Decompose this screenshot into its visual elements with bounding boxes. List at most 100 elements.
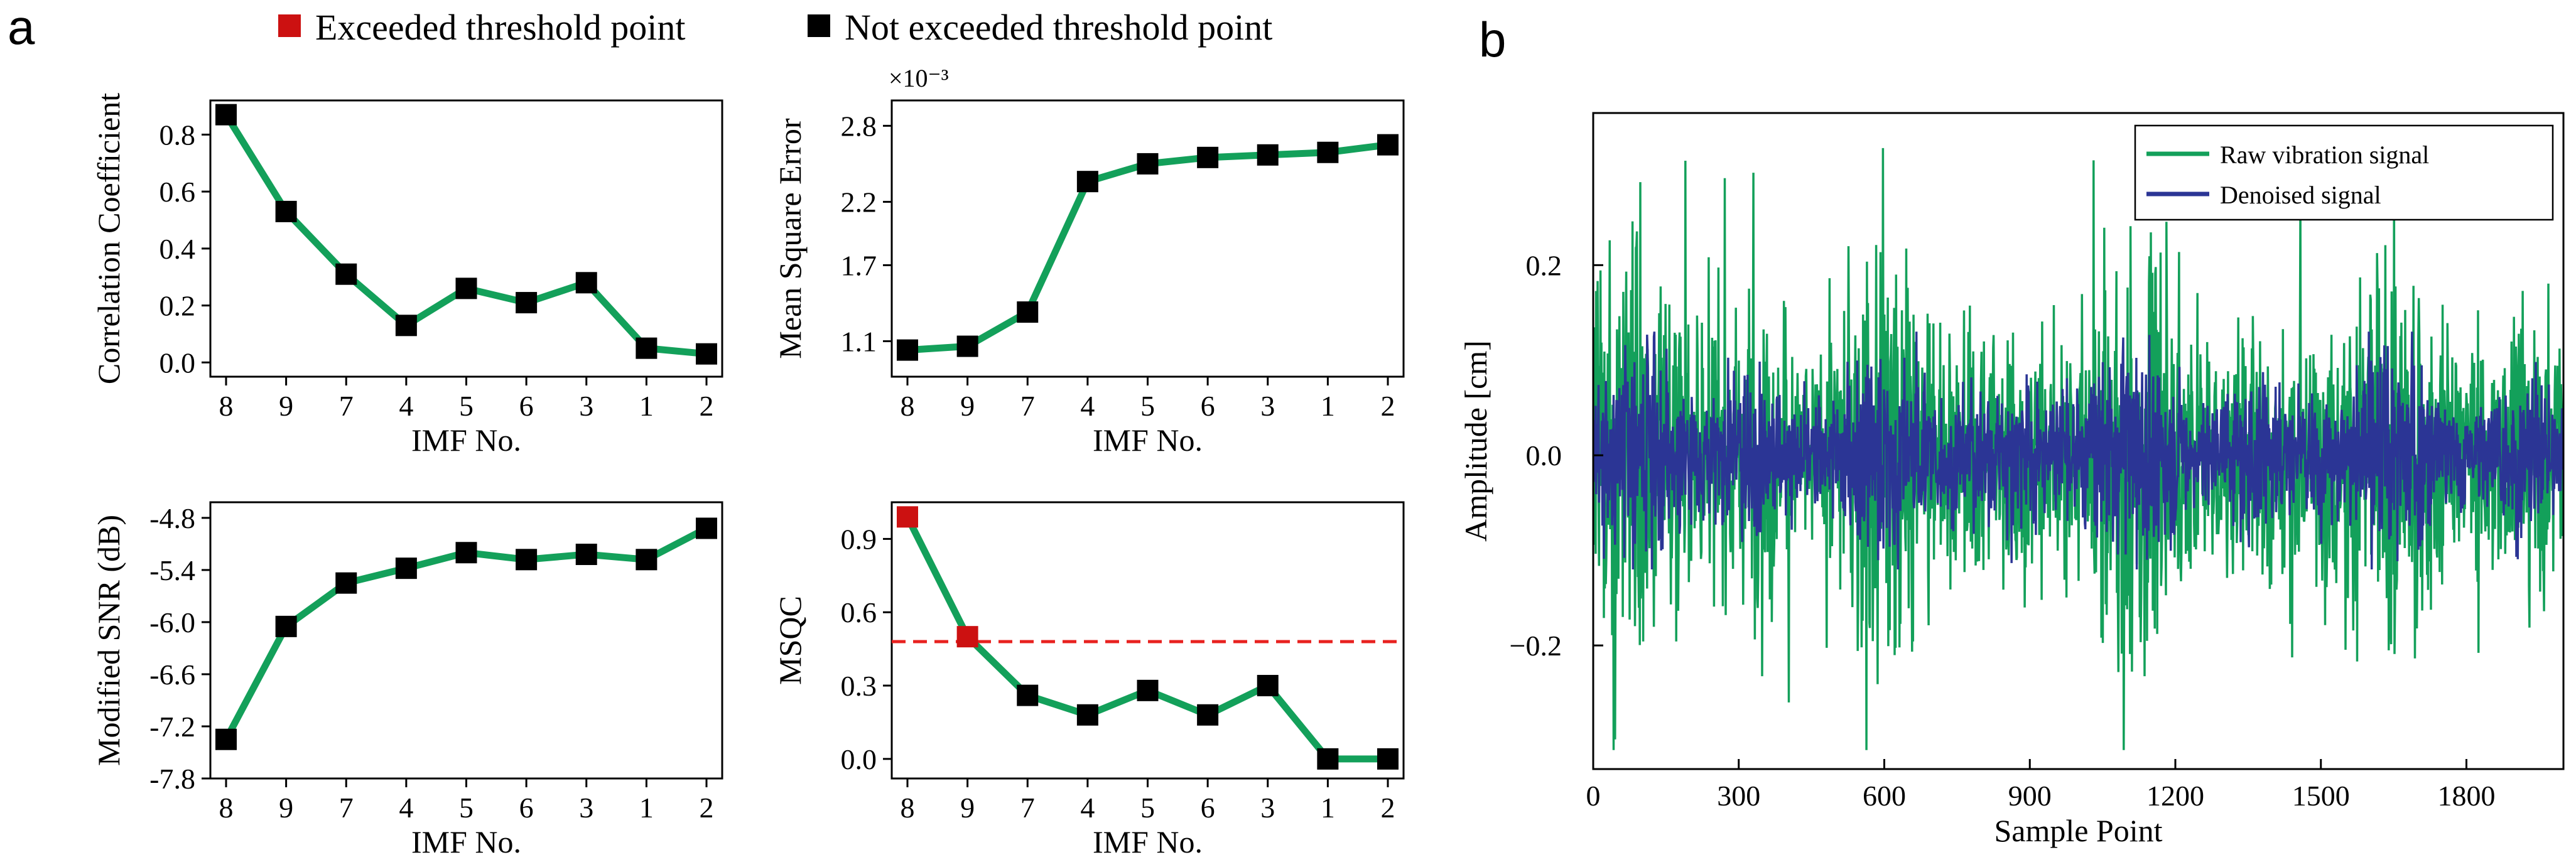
x-tick-label: 600 bbox=[1863, 780, 1906, 812]
x-tick-label: 6 bbox=[519, 792, 534, 824]
data-point-marker bbox=[1377, 134, 1399, 156]
y-tick-label: 1.7 bbox=[841, 249, 877, 281]
data-point-marker bbox=[1076, 704, 1098, 726]
data-point-marker bbox=[1076, 171, 1098, 193]
y-tick-label: 0.0 bbox=[841, 743, 877, 775]
mean-square-error-plot: 8 9 7 4 5 6 3 1 2 1.1 1.7 2.2 2.8 IMF No. Mean Square … bbox=[772, 64, 1405, 458]
signal-plot: 0 300 600 900 1200 1500 1800 −0.2 0.0 0.2 Sample P… bbox=[1458, 112, 2565, 848]
y-tick-label: 0.6 bbox=[841, 596, 877, 628]
x-tick-label: 6 bbox=[1201, 390, 1215, 422]
x-axis-label: Sample Point bbox=[1994, 813, 2162, 848]
data-point-marker bbox=[897, 339, 918, 361]
legend-entry-label: Denoised signal bbox=[2220, 181, 2381, 209]
x-tick-label: 900 bbox=[2008, 780, 2052, 812]
x-tick-label: 8 bbox=[219, 390, 234, 422]
data-point-marker bbox=[575, 544, 597, 566]
x-tick-label: 300 bbox=[1717, 780, 1760, 812]
msqc-plot: 8 9 7 4 5 6 3 1 2 0.0 0.3 0.6 0.9 IMF No. MSQC bbox=[772, 501, 1405, 859]
y-tick-label: −0.2 bbox=[1510, 630, 1562, 662]
data-point-marker bbox=[455, 277, 477, 299]
data-point-marker bbox=[696, 343, 717, 365]
data-point-marker bbox=[516, 549, 538, 571]
data-point-marker bbox=[455, 542, 477, 564]
data-point-marker bbox=[335, 572, 357, 594]
data-point-marker bbox=[575, 272, 597, 294]
x-tick-label: 1500 bbox=[2292, 780, 2350, 812]
signal-legend: Raw vibration signal Denoised signal bbox=[2134, 124, 2554, 221]
y-axis-label: MSQC bbox=[772, 596, 808, 685]
legend-exceeded-marker bbox=[278, 14, 301, 37]
data-point-marker bbox=[1197, 146, 1219, 168]
data-point-marker bbox=[897, 506, 918, 528]
y-tick-label: -6.6 bbox=[149, 659, 195, 691]
x-tick-label: 5 bbox=[1140, 390, 1155, 422]
x-tick-label: 5 bbox=[1140, 792, 1155, 824]
y-tick-label: 0.2 bbox=[160, 290, 196, 322]
data-point-marker bbox=[275, 615, 297, 637]
plot-frame bbox=[1592, 112, 2565, 770]
x-tick-label: 9 bbox=[279, 792, 293, 824]
x-tick-label: 2 bbox=[700, 792, 714, 824]
series-line bbox=[223, 112, 707, 358]
x-tick-label: 0 bbox=[1586, 780, 1601, 812]
data-point-marker bbox=[1017, 684, 1039, 706]
x-tick-label: 2 bbox=[700, 390, 714, 422]
data-point-marker bbox=[516, 292, 538, 314]
data-point-marker bbox=[215, 104, 237, 126]
data-point-marker bbox=[1317, 141, 1339, 163]
x-tick-label: 5 bbox=[459, 792, 474, 824]
data-point-marker bbox=[1377, 748, 1399, 770]
y-tick-label: -5.4 bbox=[149, 554, 195, 586]
y-tick-label: 2.8 bbox=[841, 110, 877, 142]
data-point-marker bbox=[636, 337, 658, 359]
data-point-marker bbox=[1137, 679, 1159, 701]
data-point-marker bbox=[956, 626, 978, 648]
legend-entry-label: Raw vibration signal bbox=[2220, 141, 2429, 169]
x-tick-label: 2 bbox=[1381, 390, 1395, 422]
x-tick-label: 1200 bbox=[2146, 780, 2204, 812]
x-tick-label: 4 bbox=[1080, 792, 1095, 824]
x-tick-label: 6 bbox=[1201, 792, 1215, 824]
x-tick-label: 7 bbox=[1020, 390, 1035, 422]
x-tick-label: 9 bbox=[279, 390, 293, 422]
x-tick-label: 8 bbox=[219, 792, 234, 824]
y-tick-label: 0.2 bbox=[1526, 249, 1562, 281]
x-axis-label: IMF No. bbox=[411, 423, 521, 458]
x-tick-label: 4 bbox=[399, 390, 413, 422]
x-tick-label: 8 bbox=[901, 792, 915, 824]
data-point-marker bbox=[1257, 675, 1279, 697]
x-tick-label: 8 bbox=[901, 390, 915, 422]
y-tick-label: -6.0 bbox=[149, 606, 195, 638]
data-point-marker bbox=[956, 335, 978, 357]
denoised-signal-line bbox=[1593, 331, 2563, 570]
x-tick-label: 7 bbox=[1020, 792, 1035, 824]
x-tick-label: 3 bbox=[1260, 390, 1275, 422]
modified-snr-plot: 8 9 7 4 5 6 3 1 2 -7.8 -7.2 -6.6 -6.0 -5.4 -4.8 IMF No.… bbox=[91, 501, 723, 859]
y-axis-label: Amplitude [cm] bbox=[1458, 340, 1493, 542]
y-axis-label: Mean Square Error bbox=[772, 118, 808, 359]
x-tick-label: 3 bbox=[579, 792, 593, 824]
panel-a-label: a bbox=[8, 0, 35, 55]
y-tick-label: 0.9 bbox=[841, 523, 877, 555]
legend-not-exceeded-label: Not exceeded threshold point bbox=[845, 7, 1272, 48]
x-tick-label: 1 bbox=[1321, 390, 1335, 422]
y-tick-label: 0.4 bbox=[160, 233, 196, 265]
y-tick-label: 2.2 bbox=[841, 186, 877, 218]
x-tick-label: 3 bbox=[579, 390, 593, 422]
series-line bbox=[907, 141, 1388, 354]
x-tick-label: 1 bbox=[1321, 792, 1335, 824]
x-axis-label: IMF No. bbox=[1093, 824, 1203, 859]
y-tick-label: 0.0 bbox=[160, 347, 196, 379]
x-tick-label: 9 bbox=[960, 792, 975, 824]
data-point-marker bbox=[1197, 704, 1219, 726]
data-point-marker bbox=[636, 549, 658, 571]
y-tick-label: -4.8 bbox=[149, 502, 195, 534]
x-tick-label: 7 bbox=[339, 792, 354, 824]
data-point-marker bbox=[335, 263, 357, 285]
x-tick-label: 5 bbox=[459, 390, 474, 422]
top-legend: Exceeded threshold point Not exceeded th… bbox=[278, 7, 1272, 48]
y-axis-label: Correlation Coefficient bbox=[91, 93, 126, 384]
y-tick-label: -7.8 bbox=[149, 763, 195, 795]
raw-signal-line bbox=[1593, 148, 2563, 750]
